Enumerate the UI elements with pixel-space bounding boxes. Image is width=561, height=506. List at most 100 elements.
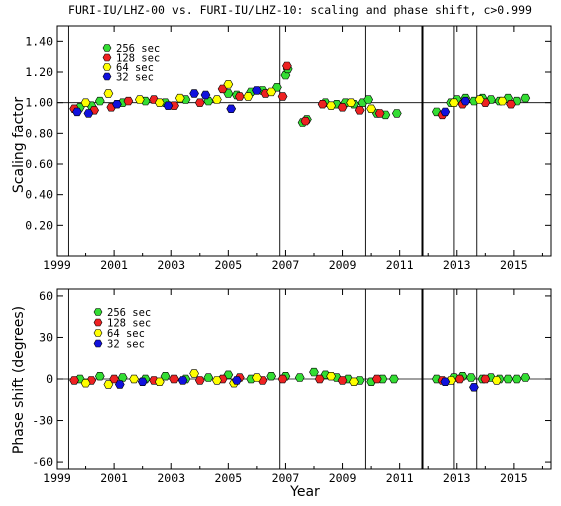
data-point-64-sec [366, 104, 376, 113]
data-point-256-sec [391, 109, 402, 118]
legend-label: 64 sec [107, 328, 145, 340]
data-point-128-sec [314, 374, 325, 384]
x-tick-label: 2005 [214, 471, 242, 485]
y-tick-label: 1.20 [25, 65, 53, 79]
data-point-128-sec [480, 374, 491, 384]
data-point-256-sec [363, 95, 374, 104]
data-point-64-sec [223, 80, 234, 89]
data-point-256-sec [511, 374, 522, 384]
data-point-128-sec [506, 100, 516, 109]
data-point-256-sec [266, 371, 277, 381]
data-point-256-sec [94, 371, 105, 381]
data-point-64-sec [266, 87, 277, 97]
y-tick-label: 0.20 [25, 218, 53, 232]
data-point-64-sec [349, 377, 359, 387]
data-point-64-sec [134, 95, 145, 104]
data-point-64-sec [154, 98, 165, 107]
y-tick-label: 30 [39, 330, 53, 344]
data-point-64-sec [449, 98, 459, 107]
data-point-256-sec [389, 374, 399, 384]
data-point-32-sec [189, 89, 199, 98]
data-point-128-sec [374, 109, 385, 118]
data-point-32-sec [137, 377, 148, 387]
phase-shift-panel: 1999 2001 2003 2005 2007 2009 2011 2013 2015 -60 -… [32, 288, 552, 485]
data-point-128-sec [282, 61, 292, 71]
y-tick-label: 0 [46, 372, 53, 386]
data-point-32-sec [226, 104, 237, 113]
data-point-32-sec [440, 377, 451, 387]
data-point-32-sec [177, 376, 188, 385]
data-point-64-sec [80, 98, 91, 107]
data-point-64-sec [129, 374, 139, 384]
legend-label: 32 sec [107, 339, 145, 351]
legend-label: 64 sec [116, 62, 154, 74]
data-point-64-sec [491, 376, 502, 385]
legend-marker [93, 318, 103, 327]
data-point-32-sec [114, 380, 125, 389]
data-point-64-sec [474, 95, 485, 104]
data-point-128-sec [337, 103, 348, 112]
data-point-32-sec [232, 376, 242, 385]
x-tick-label: 2009 [329, 471, 357, 485]
data-point-256-sec [223, 89, 234, 98]
data-point-256-sec [117, 373, 128, 382]
data-point-256-sec [94, 96, 105, 106]
data-point-64-sec [80, 378, 91, 388]
x-tick-label: 2005 [214, 258, 242, 272]
data-point-64-sec [243, 92, 254, 101]
data-point-32-sec [112, 100, 122, 109]
x-tick-label: 2015 [500, 471, 528, 485]
x-tick-label: 2001 [100, 258, 128, 272]
data-point-32-sec [469, 383, 479, 392]
x-tick-label: 2011 [386, 471, 414, 485]
data-point-32-sec [460, 96, 471, 106]
legend-marker [102, 44, 112, 52]
data-point-64-sec [189, 369, 199, 378]
data-point-256-sec [203, 373, 214, 382]
data-point-256-sec [160, 371, 171, 381]
data-point-256-sec [309, 367, 319, 377]
chart-title: FURI-IU/LHZ-00 vs. FURI-IU/LHZ-10: scali… [68, 3, 532, 17]
data-point-128-sec [300, 116, 311, 126]
legend-label: 128 sec [116, 53, 160, 65]
data-point-128-sec [234, 92, 245, 101]
x-tick-label: 2015 [500, 258, 528, 272]
y-tick-label: 0.40 [25, 188, 53, 202]
data-point-128-sec [371, 374, 382, 384]
y-tick-label: 0.60 [25, 157, 53, 171]
y-tick-label: 60 [39, 289, 53, 303]
data-point-64-sec [103, 380, 114, 389]
data-point-256-sec [466, 373, 476, 382]
data-point-64-sec [497, 96, 508, 106]
data-point-256-sec [272, 83, 282, 92]
data-point-64-sec [174, 93, 185, 103]
data-point-128-sec [69, 376, 79, 385]
data-point-128-sec [169, 374, 179, 384]
x-tick-label: 1999 [43, 258, 71, 272]
y-tick-label: 1.40 [25, 34, 53, 48]
data-point-32-sec [72, 107, 82, 117]
legend-marker [102, 72, 112, 81]
data-point-64-sec [212, 376, 222, 385]
y-tick-label: -30 [32, 414, 53, 428]
y-tick-label: 0.80 [25, 126, 53, 140]
data-point-64-sec [326, 101, 336, 110]
scaling-factor-panel: 1999 2001 2003 2005 2007 2009 2011 2013 2015 0.20… [25, 25, 552, 272]
x-tick-label: 2013 [443, 471, 471, 485]
x-axis-label: Year [289, 484, 320, 500]
data-point-64-sec [346, 98, 356, 107]
y-tick-label: -60 [32, 455, 53, 469]
x-tick-label: 2013 [443, 258, 471, 272]
data-point-32-sec [83, 109, 94, 118]
x-tick-label: 2001 [100, 471, 128, 485]
y-tick-label: 1.00 [25, 96, 53, 110]
legend-label: 32 sec [116, 72, 154, 84]
x-tick-label: 2003 [157, 471, 185, 485]
data-point-128-sec [123, 96, 134, 106]
data-point-128-sec [354, 106, 365, 115]
legend-label: 256 sec [107, 307, 151, 319]
x-tick-label: 2011 [386, 258, 414, 272]
data-point-128-sec [317, 100, 328, 109]
x-tick-label: 2009 [329, 258, 357, 272]
